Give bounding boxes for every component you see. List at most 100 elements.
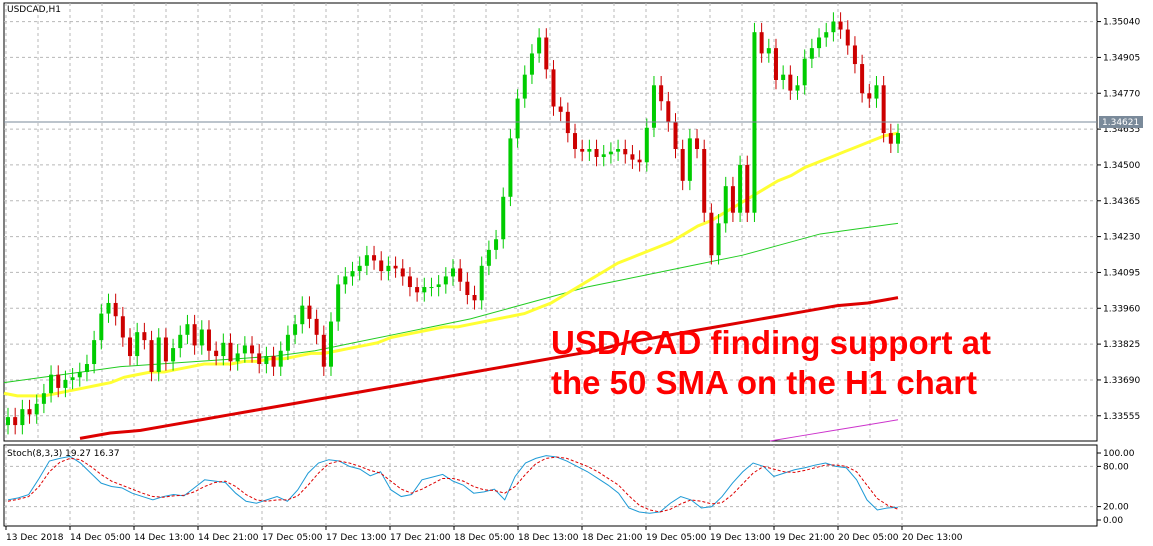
candle-up: [795, 85, 800, 91]
candle-up: [63, 379, 68, 388]
candlesticks: [6, 12, 900, 435]
candle-down: [163, 337, 168, 362]
candle-down: [580, 149, 585, 152]
candle-down: [551, 69, 556, 107]
candle-down: [192, 324, 197, 346]
candle-down: [666, 101, 671, 123]
candle-down: [695, 138, 700, 149]
time-tick-label: 18 Dec 13:00: [518, 533, 579, 543]
candle-down: [372, 255, 377, 261]
candle-up: [824, 32, 829, 38]
candle-down: [709, 212, 714, 256]
candle-up: [278, 350, 283, 367]
candle-up: [451, 268, 455, 277]
candle-up: [716, 223, 721, 256]
candle-up: [831, 21, 836, 33]
candle-up: [106, 302, 111, 314]
candle-down: [759, 32, 764, 54]
candle-down: [594, 149, 599, 157]
candle-down: [788, 74, 793, 91]
candle-up: [501, 196, 506, 240]
time-tick-label: 17 Dec 05:00: [262, 533, 323, 543]
candle-down: [458, 268, 463, 282]
candle-up: [49, 374, 54, 394]
candle-up: [242, 345, 247, 354]
candle-up: [766, 48, 771, 54]
candle-down: [852, 45, 857, 65]
candle-down: [573, 133, 578, 149]
candle-up: [171, 348, 176, 362]
time-tick-label: 19 Dec 05:00: [646, 533, 707, 543]
candle-down: [623, 149, 628, 155]
stoch-axis: 100.00 80.00 20.00 0.00: [1097, 449, 1135, 526]
candle-down: [730, 186, 735, 213]
candle-up: [235, 353, 240, 362]
candle-down: [228, 342, 233, 362]
candle-down: [393, 265, 398, 269]
candle-up: [817, 37, 822, 49]
candle-down: [745, 164, 750, 213]
candle-up: [537, 37, 542, 54]
candle-down: [314, 318, 319, 335]
price-axis: 1.35040 1.34905 1.34770 1.34635 1.34500 1.343…: [1097, 18, 1140, 422]
candle-up: [874, 85, 879, 99]
price-grid: [4, 3, 1097, 441]
stoch-main-line: [7, 455, 899, 514]
candle-up: [529, 53, 534, 75]
candle-up: [285, 334, 290, 351]
candle-down: [149, 340, 154, 372]
candle-up: [443, 276, 448, 285]
candle-down: [637, 159, 642, 163]
candle-down: [113, 302, 118, 317]
time-tick-label: 18 Dec 05:00: [454, 533, 515, 543]
price-tick-label: 1.34365: [1103, 197, 1140, 207]
candle-down: [881, 85, 886, 134]
candle-up: [264, 356, 269, 365]
candle-up: [651, 85, 656, 128]
price-tick-label: 1.34095: [1103, 268, 1140, 278]
time-tick-label: 19 Dec 13:00: [710, 533, 771, 543]
candle-down: [773, 48, 778, 80]
candle-up: [601, 154, 606, 157]
candle-up: [293, 324, 298, 335]
candle-up: [802, 58, 807, 86]
candle-up: [70, 377, 75, 380]
candle-up: [300, 305, 305, 325]
candle-up: [178, 334, 183, 349]
price-tick-label: 1.33825: [1103, 340, 1140, 350]
candle-up: [479, 265, 484, 301]
time-tick-label: 14 Dec 13:00: [134, 533, 195, 543]
candle-up: [99, 313, 104, 341]
candle-down: [415, 287, 420, 293]
sma-magenta-line: [769, 419, 899, 442]
candle-up: [687, 138, 692, 181]
candle-down: [860, 64, 865, 94]
candle-down: [673, 122, 678, 149]
candle-up: [6, 417, 10, 426]
stoch-tick-label: 80.00: [1103, 462, 1129, 472]
sma-red-line: [79, 296, 899, 440]
candle-down: [120, 316, 125, 338]
candle-up: [616, 149, 621, 152]
stoch-lines: [7, 455, 899, 514]
time-tick-label: 20 Dec 13:00: [902, 533, 963, 543]
candle-up: [429, 287, 434, 289]
candle-down: [400, 268, 405, 277]
stoch-title: Stoch(8,3,3) 19.27 16.37: [7, 449, 120, 459]
candle-down: [271, 356, 276, 367]
candle-up: [20, 409, 25, 426]
candle-up: [84, 364, 89, 372]
price-tick-label: 1.35040: [1103, 18, 1140, 28]
candle-up: [357, 265, 362, 272]
time-axis: 13 Dec 2018 14 Dec 05:00 14 Dec 13:00 14 De…: [5, 526, 963, 543]
price-tick-label: 1.34770: [1103, 89, 1140, 99]
price-tick-label: 1.34905: [1103, 53, 1140, 63]
candle-up: [522, 74, 527, 99]
candle-down: [379, 260, 384, 272]
price-tick-label: 1.34230: [1103, 233, 1140, 243]
candle-down: [867, 93, 872, 99]
candle-up: [343, 276, 348, 285]
candle-down: [56, 374, 61, 388]
candle-down: [321, 334, 326, 367]
candle-down: [407, 276, 412, 288]
